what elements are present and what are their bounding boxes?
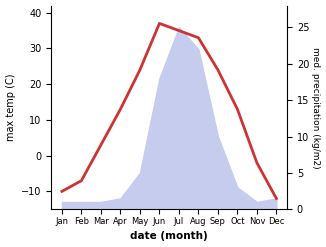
X-axis label: date (month): date (month) [130,231,208,242]
Y-axis label: max temp (C): max temp (C) [6,74,16,141]
Y-axis label: med. precipitation (kg/m2): med. precipitation (kg/m2) [311,47,320,168]
